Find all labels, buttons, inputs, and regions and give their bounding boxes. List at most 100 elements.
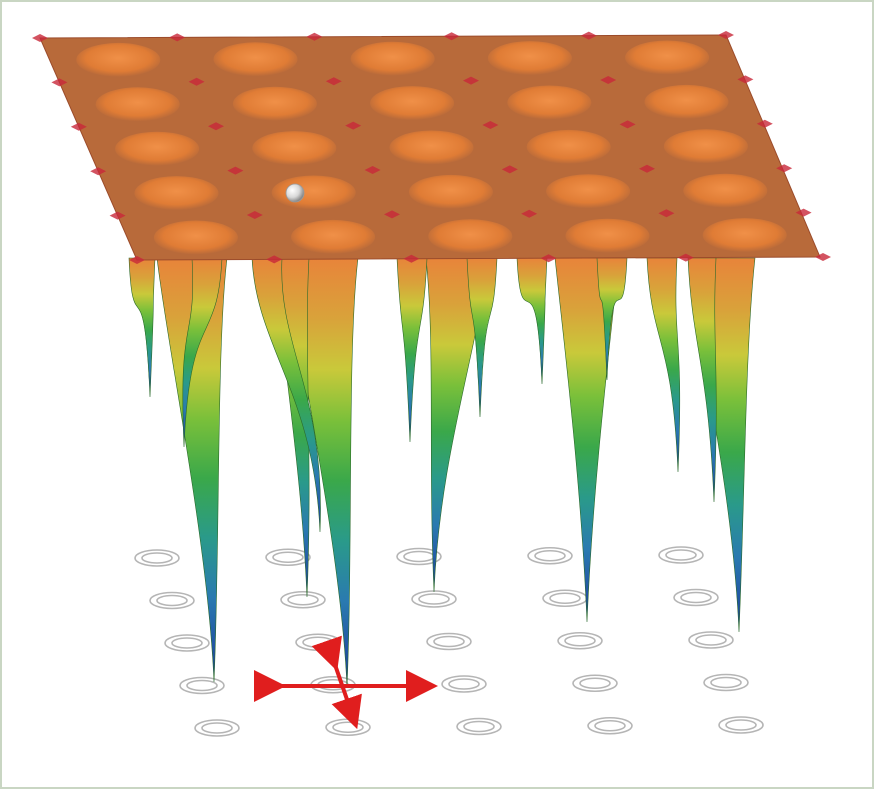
well-openings bbox=[76, 40, 787, 255]
saddle-mark bbox=[600, 76, 617, 84]
lattice-ring bbox=[448, 678, 480, 690]
well-opening bbox=[252, 131, 337, 166]
saddle-mark bbox=[227, 166, 244, 175]
lattice-ring bbox=[201, 722, 233, 734]
saddle-mark bbox=[776, 164, 793, 173]
well-opening bbox=[95, 87, 180, 122]
saddle-mark bbox=[345, 121, 362, 130]
potential-spike bbox=[128, 257, 156, 398]
saddle-mark bbox=[756, 119, 773, 128]
potential-plane bbox=[32, 31, 831, 264]
saddle-mark bbox=[540, 254, 557, 263]
lattice-ring bbox=[718, 716, 764, 734]
lattice-ring bbox=[710, 676, 742, 689]
well-opening bbox=[153, 220, 238, 255]
lattice-ring bbox=[179, 676, 225, 695]
lattice-ring bbox=[557, 631, 603, 650]
lattice-ring bbox=[433, 635, 465, 648]
saddle-mark bbox=[364, 166, 381, 174]
well-opening bbox=[663, 129, 748, 164]
well-opening bbox=[271, 175, 356, 210]
potential-spike bbox=[646, 257, 681, 473]
saddle-mark bbox=[70, 122, 87, 131]
well-opening bbox=[625, 40, 710, 75]
potential-wells bbox=[128, 257, 756, 688]
well-opening bbox=[507, 85, 592, 120]
well-opening bbox=[76, 42, 161, 77]
well-opening bbox=[683, 173, 768, 208]
lattice-ring bbox=[688, 631, 734, 649]
saddle-mark bbox=[266, 255, 283, 264]
potential-spike bbox=[596, 257, 628, 381]
saddle-mark bbox=[501, 165, 518, 174]
well-opening bbox=[565, 218, 650, 253]
lattice-ring bbox=[658, 546, 704, 564]
well-opening bbox=[370, 86, 455, 121]
saddle-mark bbox=[188, 77, 205, 86]
lattice-ring bbox=[134, 549, 180, 567]
bidirectional-arrows-icon bbox=[254, 635, 438, 730]
well-opening bbox=[213, 42, 298, 77]
saddle-mark bbox=[90, 167, 107, 176]
saddle-mark bbox=[737, 75, 754, 84]
lattice-ring bbox=[396, 547, 442, 566]
saddle-mark bbox=[815, 253, 831, 261]
potential-spike bbox=[687, 257, 717, 503]
potential-spike bbox=[554, 257, 620, 623]
well-opening bbox=[546, 174, 631, 209]
lattice-ring bbox=[725, 719, 757, 731]
lattice-ring bbox=[332, 721, 364, 734]
potential-spike bbox=[466, 257, 498, 418]
well-opening bbox=[428, 219, 513, 254]
saddle-mark bbox=[718, 31, 734, 39]
well-opening bbox=[526, 129, 611, 164]
lattice-ring bbox=[171, 637, 203, 649]
potential-spike bbox=[182, 257, 223, 448]
saddle-mark bbox=[384, 210, 400, 219]
plane-saddle-marks bbox=[32, 31, 831, 264]
arrow-vertical bbox=[311, 635, 362, 730]
potential-spike bbox=[251, 257, 321, 533]
lattice-ring bbox=[302, 636, 334, 649]
well-opening bbox=[291, 219, 376, 254]
well-opening bbox=[350, 41, 435, 76]
saddle-mark bbox=[169, 33, 186, 42]
saddle-mark bbox=[32, 34, 48, 42]
lattice-ring bbox=[665, 549, 697, 561]
lattice-rings bbox=[134, 546, 764, 737]
saddle-mark bbox=[463, 76, 479, 85]
lattice-ring bbox=[194, 719, 240, 737]
potential-spike bbox=[156, 257, 228, 683]
lattice-ring bbox=[441, 675, 487, 693]
well-opening bbox=[389, 130, 474, 165]
well-opening bbox=[408, 174, 493, 209]
saddle-mark bbox=[795, 208, 812, 217]
saddle-mark bbox=[482, 121, 499, 129]
saddle-mark bbox=[306, 32, 323, 41]
lattice-ring bbox=[272, 551, 304, 564]
saddle-mark bbox=[208, 122, 224, 131]
saddle-mark bbox=[521, 209, 538, 218]
lattice-ring bbox=[418, 593, 450, 605]
well-opening bbox=[702, 218, 787, 253]
well-opening bbox=[487, 41, 572, 76]
saddle-mark bbox=[443, 32, 460, 41]
lattice-ring bbox=[527, 546, 573, 565]
saddle-mark bbox=[658, 209, 675, 218]
saddle-mark bbox=[51, 78, 68, 87]
saddle-mark bbox=[677, 253, 694, 262]
lattice-ring bbox=[549, 592, 581, 605]
saddle-mark bbox=[619, 120, 636, 129]
lattice-ring bbox=[534, 549, 566, 562]
saddle-mark bbox=[109, 211, 126, 220]
saddle-mark bbox=[129, 256, 145, 264]
lattice-ring bbox=[579, 677, 611, 690]
sphere-icon bbox=[285, 183, 305, 203]
saddle-mark bbox=[246, 211, 263, 219]
well-opening bbox=[232, 86, 317, 121]
potential-spike bbox=[396, 257, 428, 443]
well-opening bbox=[115, 131, 200, 166]
lattice-ring bbox=[594, 719, 626, 732]
lattice-ring bbox=[403, 550, 435, 563]
